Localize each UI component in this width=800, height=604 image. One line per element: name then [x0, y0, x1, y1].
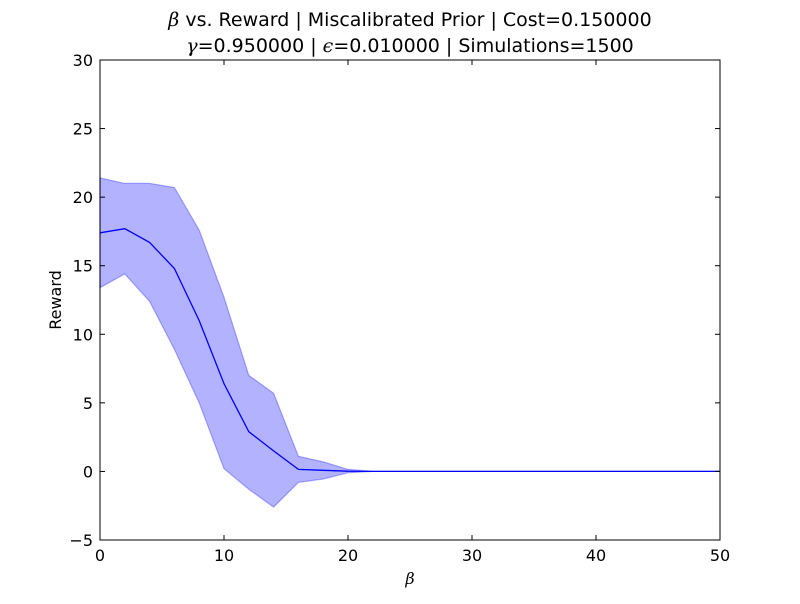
y-tick-label: 5: [83, 394, 93, 413]
title-gamma-symbol: γ: [186, 35, 198, 57]
y-tick-label: 25: [73, 120, 93, 139]
y-tick-label: −5: [69, 531, 93, 550]
plot-frame: [99, 59, 721, 541]
chart-title-line-2: γ=0.950000 | ϵ=0.010000 | Simulations=15…: [186, 35, 634, 57]
x-axis-label: β: [404, 569, 414, 588]
mean-reward-line: [99, 228, 720, 473]
title-epsilon-symbol: ϵ: [323, 35, 334, 57]
y-tick-label: 10: [73, 325, 93, 344]
x-tick-label: 0: [95, 546, 105, 565]
chart-title-line-1: β vs. Reward | Miscalibrated Prior | Cos…: [167, 9, 651, 31]
x-tick-label: 50: [710, 546, 730, 565]
title-beta-symbol: β: [167, 9, 179, 31]
y-tick-label: 0: [83, 462, 93, 481]
x-tick-label: 20: [338, 546, 358, 565]
title-epsilon-text: =0.010000 | Simulations=1500: [333, 35, 633, 57]
x-tick-label: 10: [214, 546, 234, 565]
y-tick-label: 30: [73, 51, 93, 70]
title-gamma-text: =0.950000 |: [198, 35, 323, 57]
x-tick-label: 40: [586, 546, 606, 565]
y-tick-label: 15: [73, 257, 93, 276]
y-tick-label: 20: [73, 188, 93, 207]
x-tick-label: 30: [462, 546, 482, 565]
title-line-1-text: vs. Reward | Miscalibrated Prior | Cost=…: [179, 9, 651, 31]
confidence-band: [99, 177, 720, 508]
y-axis-label: Reward: [46, 270, 65, 330]
